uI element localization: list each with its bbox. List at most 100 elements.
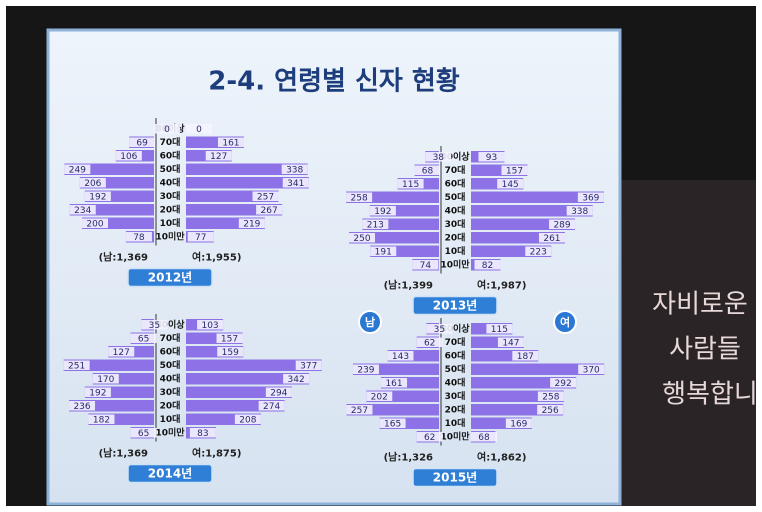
value-label-box: [566, 206, 593, 216]
value-label-box: [84, 191, 111, 201]
year-box: [412, 467, 498, 488]
value-label-box: [578, 364, 605, 374]
bar: [471, 363, 605, 375]
value-label-box: [187, 232, 214, 242]
value-label: 68: [478, 433, 490, 443]
value-label: 251: [68, 361, 85, 371]
banner-text: 행복합니: [662, 380, 758, 410]
value-label-box: [486, 324, 513, 334]
value-label: 38: [433, 153, 445, 163]
value-label-box: [550, 378, 577, 388]
category-label: 70대: [160, 136, 181, 148]
bar: [84, 386, 154, 398]
value-label-box: [64, 164, 91, 174]
value-label: 115: [402, 180, 419, 190]
category-label: 20대: [445, 231, 466, 243]
bar: [471, 218, 576, 230]
value-label: 369: [582, 193, 599, 203]
value-label-box: [130, 333, 157, 343]
value-label: 342: [288, 375, 305, 385]
value-label: 234: [74, 206, 91, 216]
category-label: 50대: [445, 191, 466, 203]
value-label: 0: [196, 125, 202, 135]
value-label-box: [370, 246, 397, 256]
category-label: 10대: [160, 413, 181, 425]
value-label: 370: [583, 365, 600, 375]
bar: [186, 413, 261, 425]
bar: [186, 163, 308, 175]
bar: [346, 404, 439, 416]
bar: [92, 373, 154, 385]
value-label: 187: [517, 352, 534, 362]
bar: [186, 177, 309, 189]
value-label-box: [497, 337, 524, 347]
bar: [471, 164, 528, 176]
category-label: 10미만: [440, 258, 470, 270]
bar: [186, 136, 244, 148]
category-label: 60대: [160, 149, 181, 161]
value-label-box: [426, 324, 453, 334]
value-label-box: [197, 320, 224, 330]
bar: [471, 245, 552, 257]
bar: [471, 350, 539, 362]
chart-title: 2012년: [148, 271, 192, 285]
value-label-box: [125, 232, 152, 242]
category-label: 40대: [160, 372, 181, 384]
bar: [88, 413, 154, 425]
bar: [186, 217, 265, 229]
bar: [79, 177, 154, 189]
value-label-box: [79, 178, 106, 188]
value-label-box: [238, 218, 265, 228]
value-label-box: [69, 401, 96, 411]
value-label: 83: [197, 429, 208, 439]
category-label: 10미만: [155, 230, 185, 242]
bar: [186, 346, 244, 358]
total-label: (남:1,326: [384, 451, 433, 464]
value-label: 267: [261, 206, 278, 216]
bar: [186, 373, 310, 385]
value-label: 182: [93, 415, 110, 425]
year-box: [127, 463, 213, 484]
value-label-box: [265, 387, 292, 397]
bar: [186, 332, 243, 344]
bar: [366, 390, 439, 402]
value-label: 106: [120, 152, 137, 162]
value-label: 192: [374, 207, 391, 217]
value-label-box: [234, 414, 261, 424]
value-label: 256: [542, 406, 559, 416]
value-label-box: [129, 137, 156, 147]
value-label-box: [258, 401, 285, 411]
value-label: 258: [542, 392, 559, 402]
value-label-box: [217, 137, 244, 147]
value-label-box: [505, 418, 532, 428]
value-label-box: [92, 374, 119, 384]
value-label: 292: [555, 379, 572, 389]
bar: [471, 191, 604, 203]
value-label-box: [497, 179, 524, 189]
value-label: 294: [270, 388, 287, 398]
category-label: 10대: [160, 217, 181, 229]
value-label: 289: [553, 220, 570, 230]
slide-title: 2-4. 연령별 신자 현황: [208, 67, 460, 97]
value-label-box: [346, 405, 373, 415]
value-label: 239: [357, 365, 374, 375]
bar: [69, 400, 154, 412]
value-label: 169: [510, 419, 527, 429]
category-label: 30대: [445, 218, 466, 230]
value-label: 161: [222, 138, 239, 148]
value-label-box: [84, 387, 111, 397]
bar: [63, 359, 154, 371]
category-label: 60대: [445, 349, 466, 361]
total-label: 여:1,955): [192, 251, 241, 264]
bar: [82, 217, 154, 229]
value-label-box: [381, 378, 408, 388]
value-label-box: [471, 432, 497, 442]
value-label-box: [577, 192, 604, 202]
value-label-box: [537, 391, 564, 401]
value-label: 65: [138, 334, 149, 344]
category-label: 10미만: [155, 426, 185, 438]
total-label: 여:1,862): [477, 451, 526, 464]
total-label: 여:1,875): [192, 447, 241, 460]
value-label: 145: [502, 180, 519, 190]
